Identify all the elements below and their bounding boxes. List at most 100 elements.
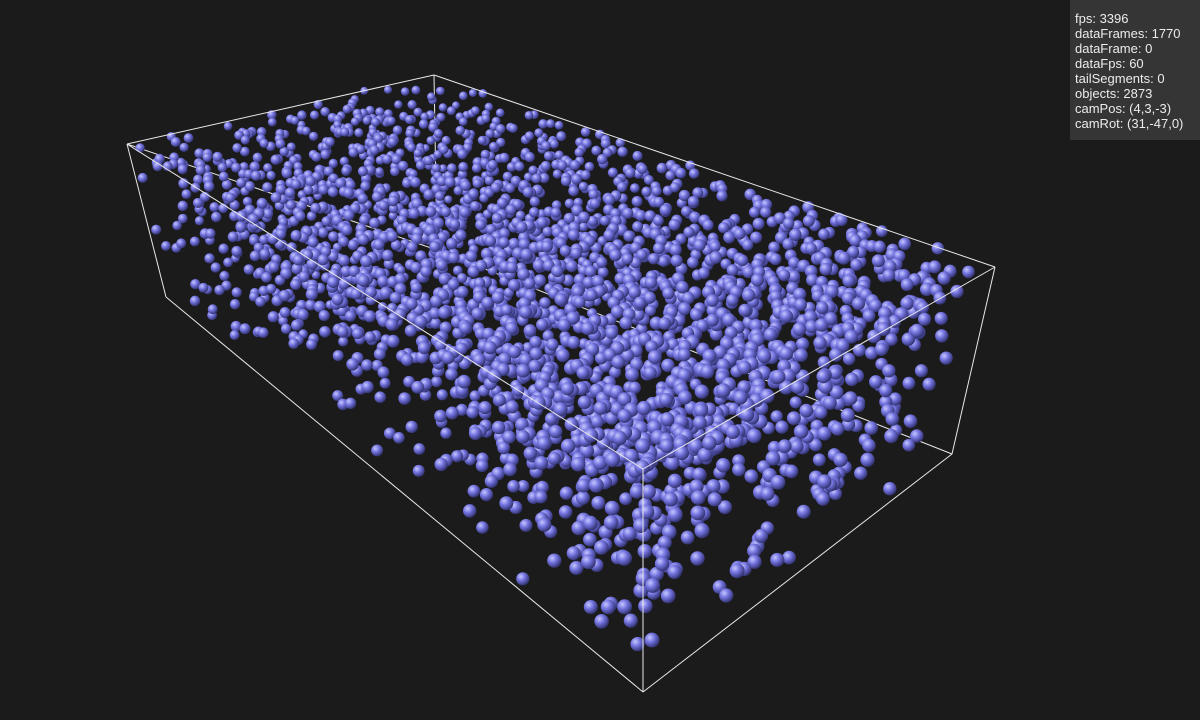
sphere bbox=[538, 119, 549, 129]
sphere bbox=[297, 110, 307, 120]
sphere bbox=[449, 218, 461, 230]
sphere bbox=[321, 216, 332, 227]
sphere bbox=[259, 138, 269, 148]
sphere bbox=[580, 127, 591, 137]
sphere bbox=[318, 184, 329, 195]
sphere bbox=[594, 614, 609, 629]
sphere bbox=[674, 445, 690, 461]
sphere bbox=[498, 228, 510, 239]
sphere bbox=[481, 296, 494, 309]
sphere bbox=[438, 273, 451, 285]
sphere bbox=[818, 228, 830, 240]
sphere bbox=[603, 194, 616, 206]
sphere bbox=[247, 213, 259, 225]
sphere bbox=[418, 119, 429, 129]
sphere bbox=[531, 173, 542, 184]
sphere bbox=[374, 391, 387, 404]
sphere bbox=[524, 151, 535, 163]
sphere bbox=[383, 85, 393, 94]
sphere bbox=[336, 325, 349, 338]
sphere bbox=[310, 202, 321, 214]
sphere bbox=[750, 273, 764, 287]
sphere bbox=[434, 339, 447, 352]
sphere bbox=[151, 224, 162, 235]
sphere bbox=[426, 136, 436, 145]
sphere bbox=[578, 181, 589, 192]
sphere bbox=[541, 240, 553, 253]
sphere bbox=[214, 284, 225, 296]
sphere bbox=[400, 353, 414, 367]
sphere bbox=[240, 135, 250, 145]
sphere bbox=[629, 183, 640, 193]
sphere bbox=[765, 450, 781, 466]
sphere bbox=[605, 326, 619, 340]
sphere bbox=[303, 185, 314, 196]
sphere bbox=[323, 166, 334, 177]
sphere bbox=[440, 427, 452, 439]
sphere bbox=[580, 170, 591, 180]
sphere bbox=[591, 275, 605, 288]
sphere bbox=[529, 347, 543, 361]
sphere bbox=[607, 167, 618, 178]
sphere bbox=[396, 265, 406, 275]
sphere bbox=[768, 241, 780, 254]
sphere bbox=[962, 265, 975, 279]
sphere bbox=[423, 155, 434, 166]
tail-segments-readout: tailSegments: 0 bbox=[1075, 71, 1165, 86]
sphere bbox=[293, 161, 303, 172]
sphere bbox=[383, 427, 396, 440]
sphere bbox=[556, 348, 570, 363]
sphere bbox=[900, 296, 914, 311]
sphere bbox=[508, 237, 520, 250]
cam-pos-readout: camPos: (4,3,-3) bbox=[1075, 101, 1172, 116]
sphere bbox=[553, 402, 568, 417]
sphere bbox=[386, 302, 398, 314]
sphere bbox=[516, 363, 531, 378]
sphere bbox=[415, 160, 426, 171]
sphere bbox=[301, 126, 311, 136]
sphere bbox=[744, 469, 759, 484]
sphere bbox=[394, 282, 407, 295]
sphere bbox=[520, 248, 533, 261]
sphere bbox=[229, 330, 240, 340]
sphere bbox=[457, 272, 468, 284]
sphere bbox=[301, 249, 314, 261]
sphere bbox=[569, 160, 581, 171]
sphere bbox=[506, 261, 518, 274]
sphere bbox=[392, 125, 403, 135]
sphere bbox=[569, 560, 584, 575]
sphere bbox=[724, 326, 738, 340]
sphere bbox=[536, 436, 551, 451]
sphere bbox=[389, 291, 402, 304]
sphere bbox=[849, 234, 862, 247]
sphere bbox=[406, 143, 416, 153]
sphere bbox=[209, 202, 220, 213]
sphere bbox=[390, 239, 402, 251]
sphere bbox=[371, 444, 384, 457]
sphere bbox=[319, 325, 331, 338]
sphere bbox=[342, 104, 352, 114]
sphere bbox=[446, 106, 456, 116]
sphere bbox=[244, 181, 255, 192]
sphere bbox=[837, 251, 851, 265]
sphere bbox=[480, 149, 491, 160]
sphere bbox=[415, 250, 427, 262]
sphere bbox=[203, 181, 215, 192]
sphere bbox=[546, 119, 555, 129]
sphere bbox=[360, 255, 373, 268]
sphere bbox=[537, 517, 552, 532]
sphere bbox=[543, 151, 554, 161]
sphere bbox=[397, 160, 409, 172]
sphere bbox=[484, 474, 499, 488]
sphere bbox=[278, 289, 291, 302]
sphere bbox=[667, 507, 683, 523]
sphere bbox=[609, 249, 622, 262]
sphere bbox=[592, 455, 608, 471]
sphere bbox=[529, 196, 540, 207]
sphere bbox=[593, 401, 608, 415]
sphere bbox=[641, 186, 652, 197]
sphere bbox=[306, 338, 317, 350]
sphere bbox=[231, 245, 243, 257]
